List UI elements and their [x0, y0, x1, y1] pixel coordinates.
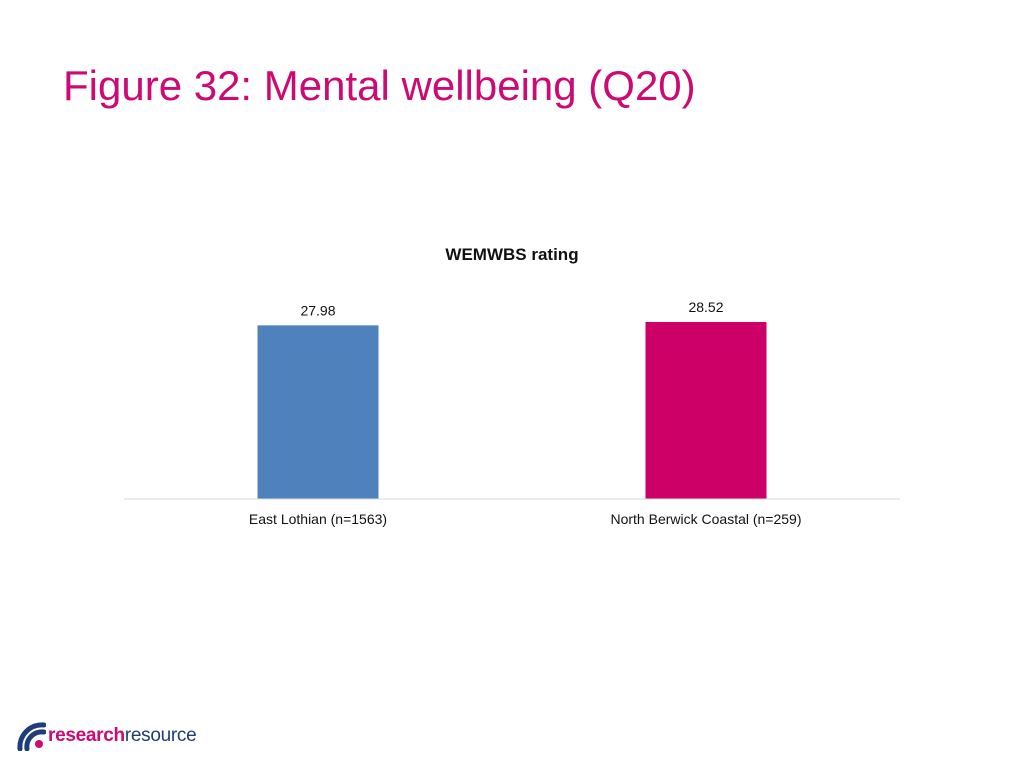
- x-tick-label-1: East Lothian (n=1563): [249, 511, 387, 527]
- bar-2: [645, 322, 767, 499]
- x-tick-label-2: North Berwick Coastal (n=259): [610, 511, 801, 527]
- logo-text: researchresource: [48, 725, 197, 747]
- data-label-1: 27.98: [300, 302, 335, 318]
- bars-group: [257, 322, 767, 499]
- logo-text-research: research: [48, 725, 125, 746]
- data-labels-group: 27.98 28.52: [300, 299, 723, 318]
- research-resource-logo-icon: [17, 722, 46, 751]
- logo-text-resource: resource: [124, 725, 197, 746]
- chart-title: WEMWBS rating: [445, 245, 578, 264]
- x-tick-labels-group: East Lothian (n=1563) North Berwick Coast…: [249, 511, 802, 527]
- data-label-2: 28.52: [688, 299, 723, 315]
- page-title: Figure 32: Mental wellbeing (Q20): [63, 62, 696, 109]
- research-resource-logo: researchresource: [16, 716, 197, 756]
- bar-1: [257, 325, 379, 499]
